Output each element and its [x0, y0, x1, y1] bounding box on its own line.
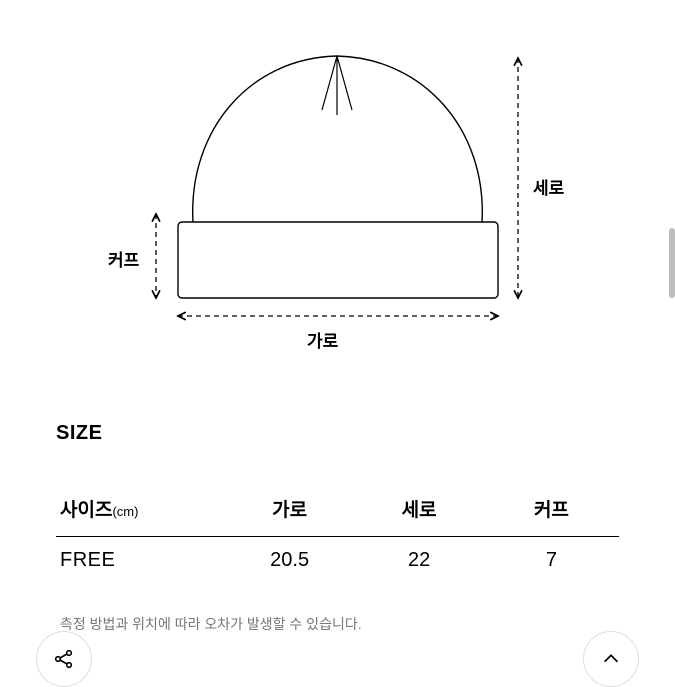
col-width: 가로 [225, 483, 354, 537]
size-section: SIZE 사이즈(cm) 가로 세로 커프 FREE 20.5 22 7 측정 … [0, 422, 675, 634]
size-table: 사이즈(cm) 가로 세로 커프 FREE 20.5 22 7 [56, 483, 619, 586]
disclaimer-text: 측정 방법과 위치에 따라 오차가 발생할 수 있습니다. [56, 614, 619, 634]
col-height: 세로 [354, 483, 483, 537]
label-height: 세로 [533, 174, 564, 199]
table-row: FREE 20.5 22 7 [56, 537, 619, 587]
cell-cuff: 7 [484, 537, 619, 587]
scroll-top-button[interactable] [583, 631, 639, 687]
label-cuff: 커프 [108, 246, 139, 271]
scrollbar[interactable] [669, 228, 675, 298]
chevron-up-icon [600, 648, 622, 670]
col-cuff: 커프 [484, 483, 619, 537]
cell-width: 20.5 [225, 537, 354, 587]
share-button[interactable] [36, 631, 92, 687]
col-size: 사이즈(cm) [56, 483, 225, 537]
cell-height: 22 [354, 537, 483, 587]
size-heading: SIZE [56, 422, 619, 445]
share-icon [52, 647, 76, 671]
label-width: 가로 [307, 327, 338, 352]
cell-size: FREE [56, 537, 225, 587]
measurement-diagram: 커프 가로 세로 [0, 0, 675, 360]
